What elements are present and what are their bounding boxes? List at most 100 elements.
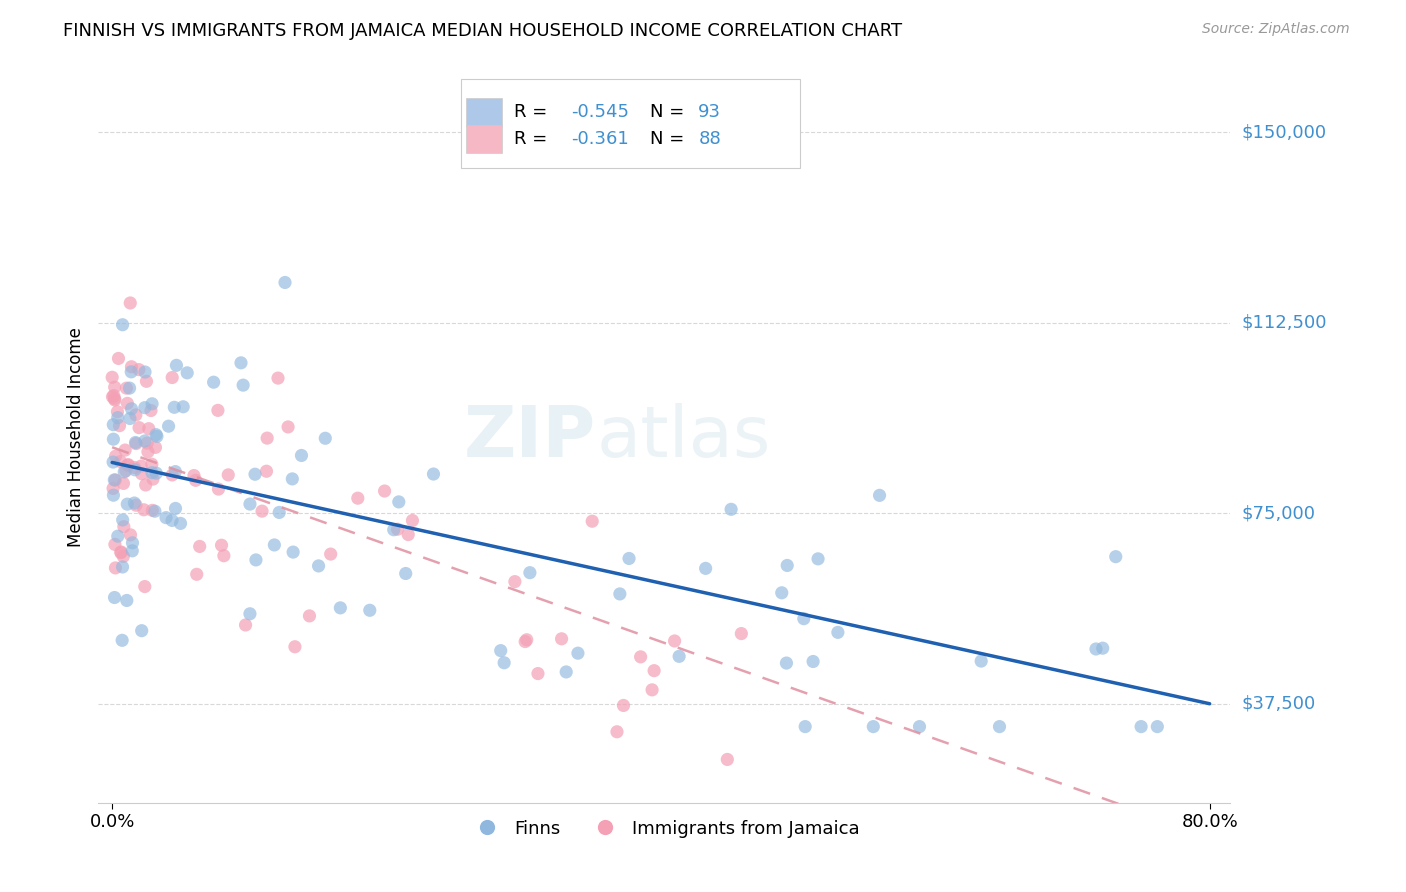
Point bbox=[107, 351, 129, 366]
Point bbox=[125, 436, 148, 450]
Point bbox=[212, 549, 235, 563]
Point bbox=[387, 522, 409, 536]
Point bbox=[128, 362, 150, 376]
Point bbox=[606, 724, 628, 739]
Point bbox=[114, 443, 136, 458]
Point bbox=[134, 580, 156, 594]
Point bbox=[121, 401, 143, 416]
Point bbox=[165, 501, 187, 516]
Point bbox=[183, 468, 205, 483]
Point bbox=[422, 467, 444, 481]
Point bbox=[129, 458, 152, 473]
Point bbox=[111, 513, 134, 527]
Point bbox=[730, 626, 752, 640]
Point bbox=[401, 514, 423, 528]
Point bbox=[1085, 642, 1108, 657]
Point bbox=[120, 365, 142, 379]
Point bbox=[243, 467, 266, 482]
Point bbox=[134, 434, 156, 448]
Point bbox=[141, 457, 163, 471]
Point bbox=[112, 476, 135, 491]
Point bbox=[567, 646, 589, 660]
Point bbox=[515, 634, 537, 648]
Point bbox=[112, 465, 135, 479]
Point bbox=[267, 371, 290, 385]
Point bbox=[186, 567, 208, 582]
Point bbox=[359, 603, 381, 617]
Point bbox=[125, 408, 148, 422]
Point bbox=[232, 378, 254, 392]
Point bbox=[112, 549, 135, 564]
Point bbox=[263, 538, 285, 552]
Point bbox=[172, 400, 194, 414]
Point bbox=[1091, 641, 1114, 656]
Point bbox=[117, 458, 139, 472]
Point bbox=[131, 624, 153, 638]
FancyBboxPatch shape bbox=[467, 126, 502, 153]
Point bbox=[395, 566, 418, 581]
Point bbox=[269, 505, 291, 519]
Text: -0.545: -0.545 bbox=[571, 103, 630, 121]
Point bbox=[107, 529, 129, 543]
Point bbox=[103, 392, 125, 406]
Point bbox=[298, 608, 321, 623]
Point bbox=[117, 458, 139, 472]
Point bbox=[794, 720, 817, 734]
Point bbox=[202, 375, 225, 389]
Point bbox=[143, 504, 166, 518]
Point bbox=[120, 528, 142, 542]
Point bbox=[134, 401, 156, 415]
Point bbox=[160, 370, 183, 384]
Text: R =: R = bbox=[513, 103, 553, 121]
Point bbox=[115, 593, 138, 607]
Point bbox=[103, 591, 125, 605]
Point bbox=[101, 455, 124, 469]
Point bbox=[519, 566, 541, 580]
Point bbox=[329, 600, 352, 615]
Point bbox=[118, 381, 141, 395]
Point bbox=[581, 514, 603, 528]
Point bbox=[163, 401, 186, 415]
Point bbox=[256, 431, 278, 445]
Point bbox=[145, 441, 167, 455]
Point bbox=[115, 381, 138, 395]
Point bbox=[290, 449, 312, 463]
Point bbox=[135, 374, 157, 388]
Point bbox=[165, 465, 187, 479]
Point bbox=[124, 435, 146, 450]
Point bbox=[112, 519, 135, 533]
Point bbox=[115, 464, 138, 478]
Point bbox=[281, 472, 304, 486]
Point bbox=[111, 318, 134, 332]
Point bbox=[141, 503, 163, 517]
Point bbox=[609, 587, 631, 601]
Text: N =: N = bbox=[650, 130, 689, 148]
Point bbox=[101, 482, 124, 496]
Point bbox=[382, 523, 405, 537]
Point bbox=[142, 472, 165, 486]
Point bbox=[555, 665, 578, 679]
Point bbox=[1105, 549, 1128, 564]
Text: ZIP: ZIP bbox=[464, 402, 596, 472]
Point bbox=[107, 410, 129, 425]
Point bbox=[489, 643, 512, 657]
Point bbox=[169, 516, 191, 531]
Point bbox=[988, 720, 1011, 734]
Point bbox=[720, 502, 742, 516]
Point bbox=[388, 495, 411, 509]
Point bbox=[281, 545, 304, 559]
Point bbox=[117, 396, 139, 410]
Point bbox=[162, 467, 184, 482]
Point bbox=[125, 498, 148, 512]
FancyBboxPatch shape bbox=[467, 98, 502, 127]
Point bbox=[128, 420, 150, 434]
Point bbox=[104, 380, 127, 394]
Point bbox=[136, 445, 159, 459]
Point bbox=[110, 546, 132, 560]
Point bbox=[250, 504, 273, 518]
Point bbox=[121, 544, 143, 558]
Point bbox=[641, 682, 664, 697]
Point bbox=[108, 418, 131, 433]
Point bbox=[188, 540, 211, 554]
Point bbox=[970, 654, 993, 668]
